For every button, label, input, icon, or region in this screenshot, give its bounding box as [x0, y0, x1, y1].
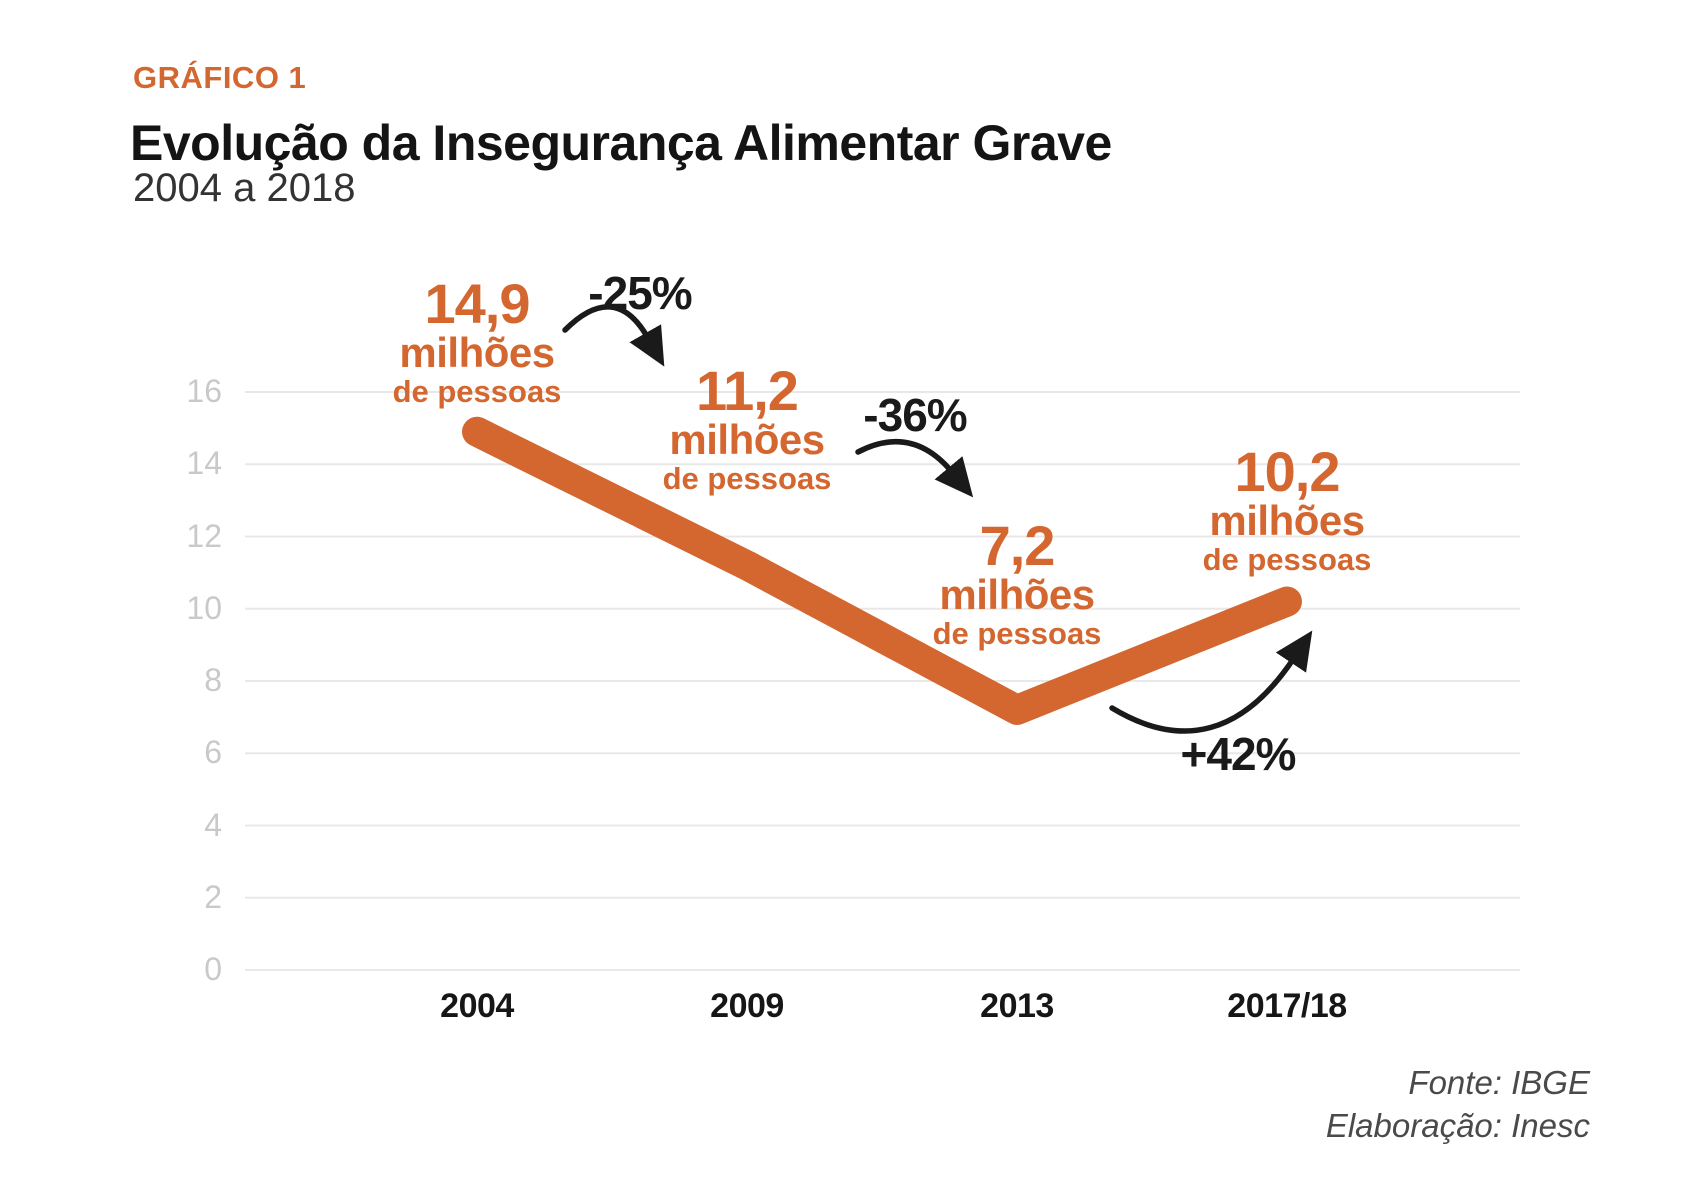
source-note: Fonte: IBGE Elaboração: Inesc — [1326, 1061, 1590, 1147]
y-tick-label: 4 — [204, 806, 222, 843]
percent-change-label: -25% — [588, 267, 692, 319]
y-tick-label: 16 — [186, 373, 222, 409]
point-unit-line: de pessoas — [662, 461, 832, 496]
point-label: 7,2 milhões de pessoas — [872, 514, 1162, 651]
x-tick-label: 2004 — [440, 987, 514, 1025]
y-tick-label: 8 — [204, 662, 222, 698]
data-line — [462, 416, 1302, 725]
curved-arrow — [562, 304, 665, 367]
data-line-layer — [462, 416, 1302, 725]
chart-subtitle: 2004 a 2018 — [133, 166, 356, 210]
chart-title: Evolução da Insegurança Alimentar Grave — [130, 115, 1112, 171]
y-tick-label: 12 — [186, 517, 222, 554]
annotation-arrows — [562, 304, 1313, 734]
point-unit-line: milhões — [1209, 497, 1365, 544]
point-value: 10,2 — [1234, 440, 1341, 503]
y-tick-label: 0 — [204, 951, 222, 987]
x-tick-label: 2009 — [710, 987, 784, 1025]
x-tick-label: 2013 — [980, 987, 1054, 1025]
y-tick-label: 14 — [186, 445, 222, 482]
point-label: 11,2 milhões de pessoas — [602, 359, 892, 496]
curved-arrow — [855, 438, 974, 498]
y-tick-label: 10 — [186, 589, 222, 626]
elaboration-text: Elaboração: Inesc — [1325, 1107, 1590, 1144]
point-label: 10,2 milhões de pessoas — [1142, 440, 1432, 577]
x-tick-label: 2017/18 — [1227, 987, 1347, 1025]
point-unit-line: de pessoas — [1202, 542, 1372, 577]
point-unit-line: de pessoas — [392, 374, 562, 409]
percent-change-label: +42% — [1180, 728, 1297, 780]
percent-change-label: -36% — [863, 389, 967, 441]
curved-arrow — [1109, 630, 1313, 734]
point-unit-line: milhões — [669, 416, 825, 463]
point-value: 14,9 — [424, 272, 531, 335]
gridlines — [245, 391, 1520, 971]
y-tick-label: 6 — [204, 734, 222, 771]
point-unit-line: milhões — [939, 571, 1095, 618]
source-text: Fonte: IBGE — [1408, 1064, 1590, 1101]
point-unit-line: de pessoas — [932, 616, 1102, 651]
point-value: 11,2 — [696, 359, 799, 422]
point-label: 14,9 milhões de pessoas — [332, 272, 622, 409]
y-tick-label: 2 — [204, 878, 222, 915]
chart-kicker: GRÁFICO 1 — [133, 60, 307, 95]
point-unit-line: milhões — [399, 329, 555, 376]
point-value: 7,2 — [979, 514, 1056, 577]
